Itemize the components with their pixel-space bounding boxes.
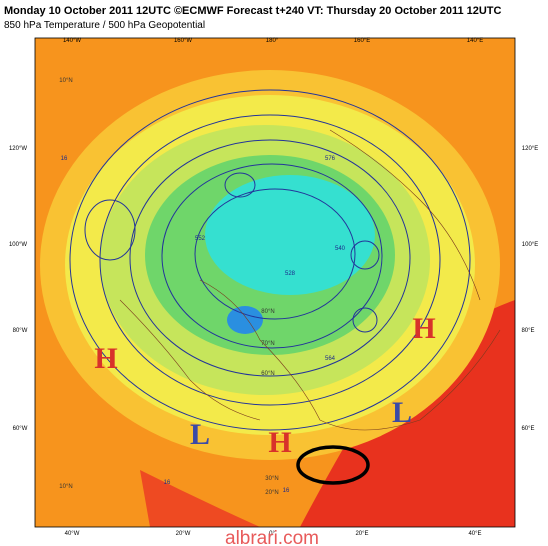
- watermark: albrari.com: [225, 528, 319, 546]
- lat-label: 20°N: [265, 490, 278, 496]
- low-center: L: [190, 418, 210, 451]
- map-frame: [34, 37, 516, 528]
- lon-label: 120°W: [9, 146, 27, 152]
- lon-label: 160°W: [174, 38, 192, 44]
- lat-label: 10°N: [59, 78, 72, 84]
- lat-label: 10°N: [59, 484, 72, 490]
- contour-label: 16: [61, 156, 68, 162]
- lon-label: 40°W: [65, 531, 80, 537]
- coastlines: [119, 129, 501, 431]
- lat-label: 30°N: [265, 476, 278, 482]
- high-center: H: [268, 426, 291, 459]
- contour-label: 16: [164, 480, 171, 486]
- contour-label: 540: [335, 246, 346, 252]
- lon-label: 120°E: [522, 146, 538, 152]
- lon-label: 100°E: [522, 242, 538, 248]
- map-field: [35, 38, 515, 527]
- highlight-circle: [296, 445, 370, 485]
- lon-label: 180°: [266, 38, 279, 44]
- lon-label: 140°E: [467, 38, 483, 44]
- header-subtitle: 850 hPa Temperature / 500 hPa Geopotenti…: [4, 20, 205, 31]
- contour-label: 576: [325, 156, 336, 162]
- lat-label: 70°N: [261, 341, 274, 347]
- lon-label: 40°E: [468, 531, 481, 537]
- lat-label: 60°N: [261, 371, 274, 377]
- hot-area: [140, 470, 260, 527]
- lon-label: 100°W: [9, 242, 27, 248]
- contour-labels: 576 552 528 540 564 16 16 16: [61, 156, 346, 494]
- lon-label: 80°E: [521, 328, 534, 334]
- contour-label: 552: [195, 236, 206, 242]
- high-center: H: [412, 312, 435, 345]
- lon-label: 160°E: [354, 38, 370, 44]
- geopotential-contours: [69, 89, 471, 431]
- high-center: H: [94, 342, 117, 375]
- lon-label: 140°W: [63, 38, 81, 44]
- lon-label: 20°E: [355, 531, 368, 537]
- lon-label: 0°: [269, 531, 275, 537]
- latitude-labels: 10°N 10°N 30°N 20°N 70°N 80°N 60°N: [59, 78, 278, 496]
- lon-label: 20°W: [176, 531, 191, 537]
- temp-band: [205, 175, 375, 295]
- lon-label: 60°E: [521, 426, 534, 432]
- lat-label: 80°N: [261, 309, 274, 315]
- contour-label: 564: [325, 356, 336, 362]
- temp-band: [227, 306, 263, 334]
- lon-label: 80°W: [13, 328, 28, 334]
- header-title: Monday 10 October 2011 12UTC ©ECMWF Fore…: [4, 5, 502, 17]
- lon-label: 60°W: [13, 426, 28, 432]
- contour-label: 16: [283, 488, 290, 494]
- pressure-centers: H L H L H: [94, 312, 435, 459]
- low-center: L: [392, 396, 412, 429]
- longitude-labels: 140°W 160°W 180° 160°E 140°E 120°W 100°W…: [9, 38, 538, 537]
- contour-label: 528: [285, 271, 296, 277]
